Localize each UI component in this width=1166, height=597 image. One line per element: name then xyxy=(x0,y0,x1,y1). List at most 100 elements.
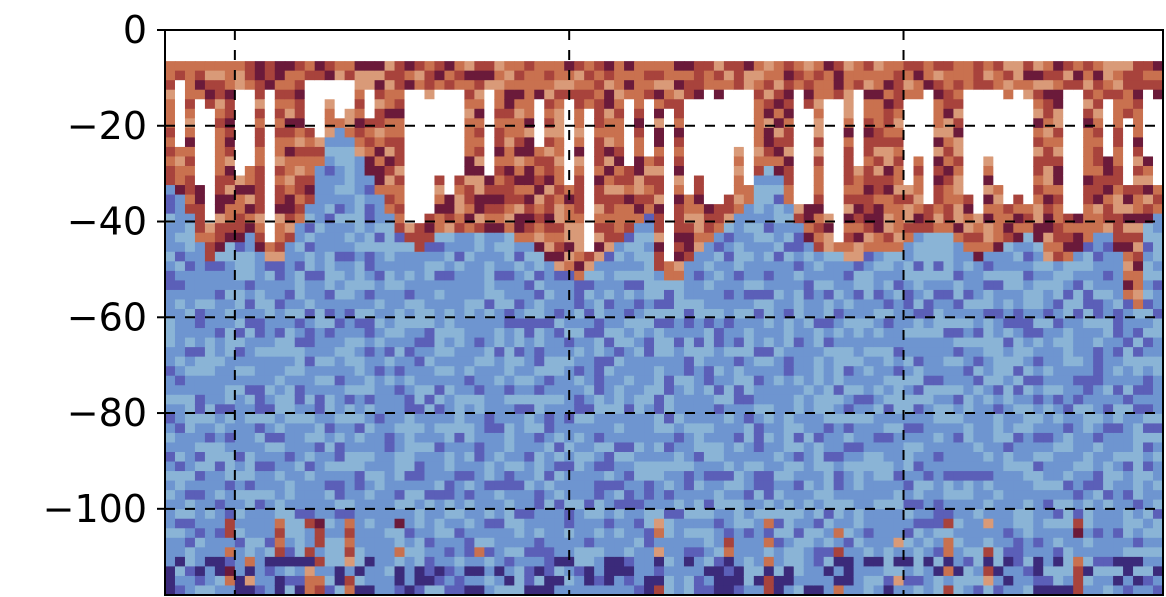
heatmap-cell xyxy=(534,194,545,205)
heatmap-cell xyxy=(244,328,256,339)
heatmap-cell xyxy=(614,137,625,148)
heatmap-cell xyxy=(334,356,346,367)
heatmap-cell xyxy=(254,499,266,510)
heatmap-cell xyxy=(394,127,406,138)
heatmap-cell xyxy=(793,204,805,215)
heatmap-cell xyxy=(324,566,336,577)
heatmap-cell xyxy=(644,328,655,339)
heatmap-cell xyxy=(743,99,755,110)
heatmap-cell xyxy=(384,204,396,215)
heatmap-cell xyxy=(404,89,416,100)
heatmap-cell xyxy=(254,575,266,587)
heatmap-cell xyxy=(723,452,735,463)
heatmap-cell xyxy=(843,156,855,167)
heatmap-cell xyxy=(673,328,685,339)
heatmap-cell xyxy=(594,318,605,329)
heatmap-cell xyxy=(604,137,615,148)
heatmap-cell xyxy=(773,251,785,262)
heatmap-cell xyxy=(314,528,326,539)
heatmap-cell xyxy=(514,490,525,501)
heatmap-cell xyxy=(1043,366,1054,377)
heatmap-cell xyxy=(404,480,416,491)
heatmap-cell xyxy=(873,528,885,539)
heatmap-cell xyxy=(963,61,974,72)
heatmap-cell xyxy=(943,70,955,81)
heatmap-cell xyxy=(214,70,226,81)
heatmap-cell xyxy=(304,394,316,405)
heatmap-cell xyxy=(843,547,855,558)
heatmap-cell xyxy=(484,223,495,234)
heatmap-cell xyxy=(254,413,266,424)
heatmap-cell xyxy=(344,251,356,262)
heatmap-cell xyxy=(254,280,266,291)
heatmap-cell xyxy=(1023,404,1034,415)
heatmap-cell xyxy=(224,61,236,72)
heatmap-cell xyxy=(234,356,246,367)
heatmap-cell xyxy=(374,337,386,348)
heatmap-cell xyxy=(244,223,256,234)
heatmap-cell xyxy=(444,461,456,472)
heatmap-cell xyxy=(713,337,725,348)
heatmap-cell xyxy=(993,442,1004,453)
heatmap-cell xyxy=(254,89,266,100)
heatmap-cell xyxy=(883,61,895,72)
heatmap-cell xyxy=(644,585,655,596)
heatmap-cell xyxy=(644,261,655,272)
heatmap-cell xyxy=(434,185,446,196)
heatmap-cell xyxy=(584,146,595,158)
heatmap-cell xyxy=(484,547,495,558)
heatmap-cell xyxy=(524,537,535,548)
heatmap-cell xyxy=(893,194,905,205)
heatmap-cell xyxy=(644,289,655,301)
heatmap-cell xyxy=(474,442,485,453)
heatmap-cell xyxy=(604,432,615,444)
heatmap-cell xyxy=(394,185,406,196)
heatmap-cell xyxy=(1023,442,1034,453)
heatmap-cell xyxy=(394,165,406,177)
heatmap-cell xyxy=(464,70,475,81)
heatmap-cell xyxy=(863,118,875,129)
heatmap-cell xyxy=(863,337,875,348)
heatmap-cell xyxy=(624,375,635,386)
heatmap-cell xyxy=(903,375,915,386)
heatmap-cell xyxy=(673,108,685,119)
heatmap-cell xyxy=(474,223,485,234)
heatmap-cell xyxy=(604,375,615,386)
heatmap-cell xyxy=(524,213,535,224)
heatmap-cell xyxy=(184,385,196,396)
heatmap-cell xyxy=(424,585,436,596)
heatmap-cell xyxy=(893,413,905,424)
heatmap-cell xyxy=(853,89,865,100)
heatmap-cell xyxy=(953,146,964,158)
heatmap-cell xyxy=(753,356,765,367)
heatmap-cell xyxy=(334,452,346,463)
heatmap-cell xyxy=(504,375,515,386)
heatmap-cell xyxy=(763,194,775,205)
heatmap-cell xyxy=(773,108,785,119)
heatmap-cell xyxy=(733,61,745,72)
heatmap-cell xyxy=(344,108,356,119)
heatmap-cell xyxy=(614,242,625,253)
heatmap-cell xyxy=(763,213,775,224)
heatmap-cell xyxy=(873,185,885,196)
heatmap-cell xyxy=(773,556,785,567)
heatmap-cell xyxy=(923,375,935,386)
heatmap-cell xyxy=(793,299,805,310)
heatmap-cell xyxy=(354,413,366,424)
heatmap-cell xyxy=(384,242,396,253)
heatmap-cell xyxy=(693,375,705,386)
heatmap-cell xyxy=(654,461,665,472)
heatmap-cell xyxy=(753,518,765,529)
heatmap-cell xyxy=(294,328,306,339)
heatmap-cell xyxy=(504,251,515,262)
heatmap-cell xyxy=(973,146,984,158)
heatmap-cell xyxy=(953,490,964,501)
heatmap-cell xyxy=(863,413,875,424)
heatmap-cell xyxy=(454,299,465,310)
heatmap-cell xyxy=(953,366,964,377)
heatmap-cell xyxy=(873,566,885,577)
heatmap-cell xyxy=(194,213,206,224)
heatmap-cell xyxy=(634,442,645,453)
heatmap-cell xyxy=(773,499,785,510)
heatmap-cell xyxy=(743,61,755,72)
